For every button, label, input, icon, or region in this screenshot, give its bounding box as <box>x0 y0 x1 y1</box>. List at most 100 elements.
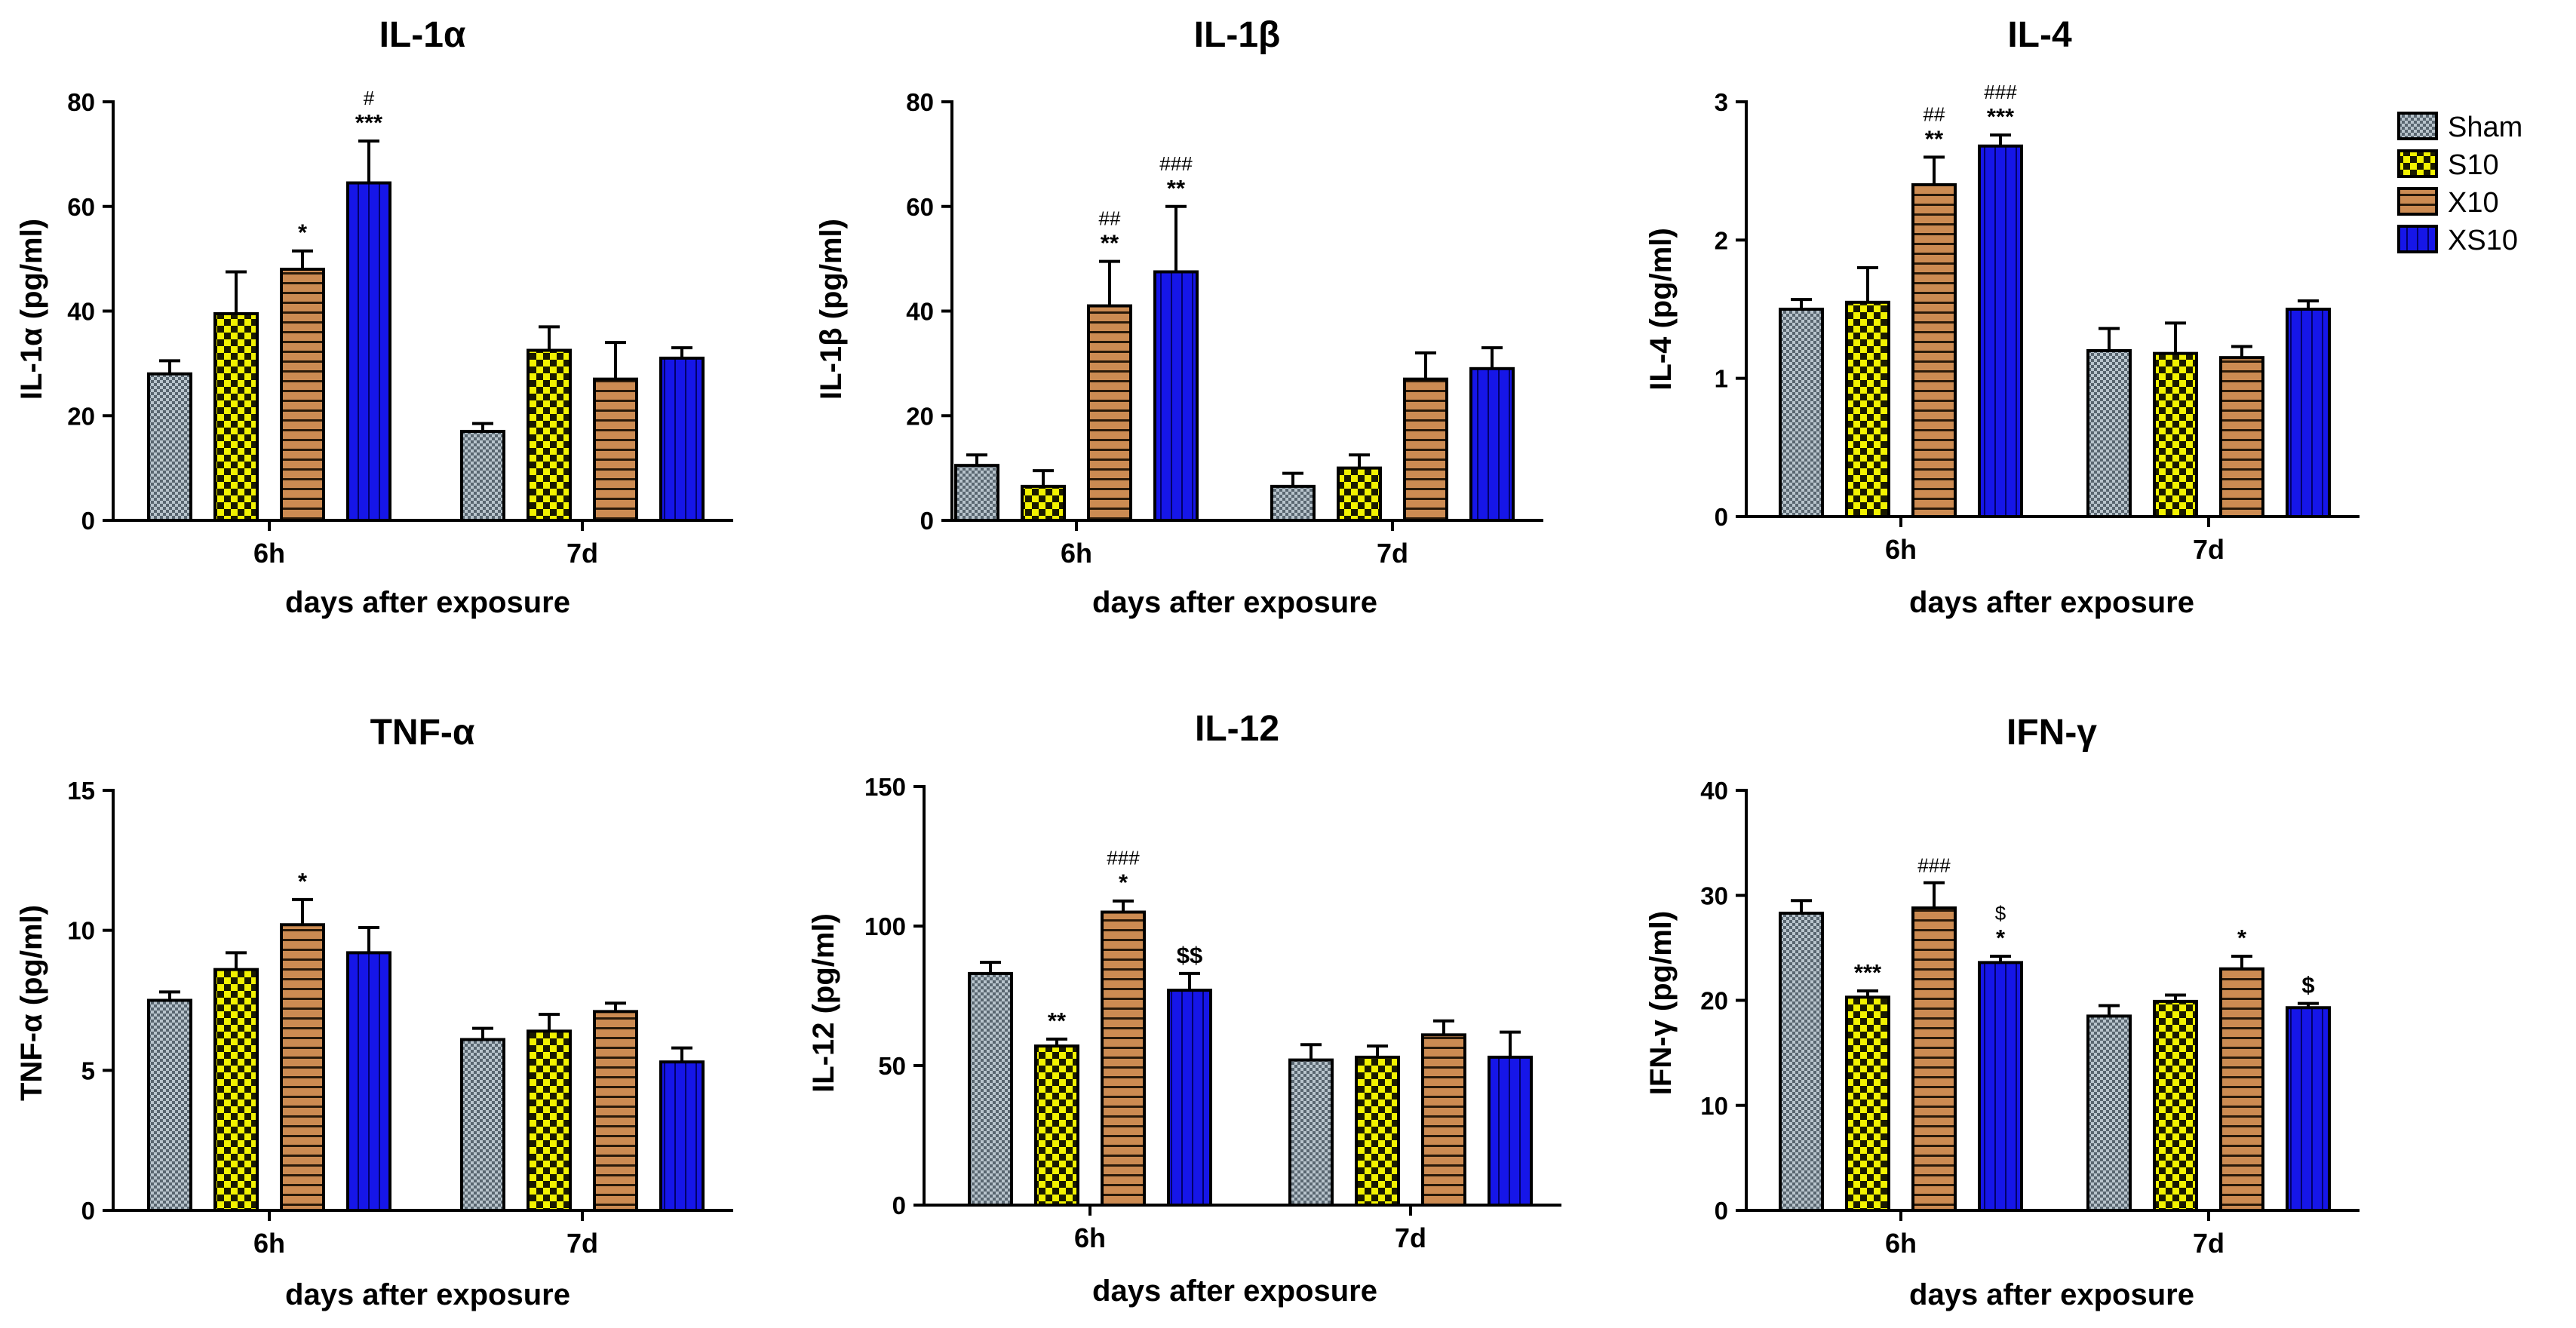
x-tick-label: 7d <box>566 538 598 569</box>
bar-sham-7d <box>2086 349 2132 518</box>
y-axis-label: IL-12 (pg/ml) <box>807 913 840 1093</box>
bar-x10-7d <box>1421 1033 1466 1207</box>
bar-s10-7d <box>2153 999 2198 1212</box>
legend-swatch-x10 <box>2397 187 2438 216</box>
panel-tnfa: TNF-α TNF-α (pg/ml) days after exposure … <box>15 713 733 1311</box>
y-tick-label: 15 <box>67 777 95 805</box>
y-tick-label: 40 <box>1700 777 1728 805</box>
y-tick-label: 0 <box>81 1197 95 1225</box>
y-tick-label: 3 <box>1715 88 1728 116</box>
bar-s10-6h <box>1034 1044 1079 1207</box>
bar-sham-7d <box>1288 1058 1334 1207</box>
legend-swatch-sham <box>2397 112 2438 140</box>
y-tick-label: 60 <box>906 193 934 221</box>
significance-marker-secondary: ### <box>1917 854 1951 877</box>
bar-s10-6h <box>213 968 259 1212</box>
bar-x10-7d <box>593 1010 638 1213</box>
y-axis-label: IFN-γ (pg/ml) <box>1644 911 1678 1095</box>
bar-xs10-6h <box>1153 270 1199 522</box>
bar-x10-6h <box>280 923 325 1212</box>
bar-x10-6h <box>1087 304 1132 522</box>
panel-il1a: IL-1α IL-1α (pg/ml) days after exposure … <box>15 15 733 619</box>
chart-title: IL-12 <box>1195 709 1279 749</box>
bar-x10-7d <box>1403 377 1448 522</box>
significance-marker: * <box>2237 925 2247 951</box>
x-tick-label: 7d <box>1377 538 1408 569</box>
x-tick-label: 6h <box>1885 1228 1917 1259</box>
significance-marker: ** <box>1048 1008 1067 1034</box>
panel-il4: IL-4 IL-4 (pg/ml) days after exposure 0 1… <box>1644 15 2360 619</box>
y-tick-label: 10 <box>1700 1092 1728 1120</box>
bar-x10-6h <box>280 268 325 522</box>
panel-ifng: IFN-γ IFN-γ (pg/ml) days after exposure … <box>1644 713 2360 1311</box>
bar-sham-6h <box>954 464 999 522</box>
y-tick-label: 0 <box>81 507 95 535</box>
y-tick-label: 2 <box>1715 226 1728 254</box>
y-tick-label: 0 <box>1715 1197 1728 1225</box>
bar-xs10-6h <box>1978 144 2023 519</box>
x-tick-label: 7d <box>2193 534 2224 565</box>
x-tick-label: 7d <box>1395 1222 1426 1253</box>
bar-sham-6h <box>147 998 192 1212</box>
bar-xs10-7d <box>659 356 705 522</box>
x-tick-label: 6h <box>1885 534 1917 565</box>
y-tick-label: 1 <box>1715 365 1728 393</box>
bar-s10-6h <box>1021 484 1066 522</box>
y-tick-label: 20 <box>1700 987 1728 1015</box>
y-tick-label: 10 <box>67 917 95 945</box>
y-tick-label: 20 <box>906 402 934 430</box>
x-tick-label: 7d <box>566 1228 598 1259</box>
significance-marker: ** <box>1101 230 1119 256</box>
bar-sham-6h <box>147 372 192 522</box>
legend-label-sham: Sham <box>2448 112 2522 143</box>
bar-sham-7d <box>2086 1014 2132 1212</box>
x-axis-label: days after exposure <box>1909 1278 2194 1311</box>
chart-title: IL-1β <box>1194 15 1281 55</box>
panel-il12: IL-12 IL-12 (pg/ml) days after exposure … <box>807 709 1561 1308</box>
y-tick-label: 20 <box>67 402 95 430</box>
y-tick-label: 60 <box>67 193 95 221</box>
y-tick-label: 80 <box>67 88 95 116</box>
bar-s10-6h <box>213 311 259 522</box>
x-axis-label: days after exposure <box>285 586 570 619</box>
chart-title: IFN-γ <box>2006 713 2097 753</box>
x-tick-label: 6h <box>1074 1222 1106 1253</box>
x-tick-label: 6h <box>1061 538 1092 569</box>
y-tick-label: 30 <box>1700 882 1728 909</box>
significance-marker: *** <box>1854 959 1882 986</box>
significance-marker: $$ <box>1177 942 1202 968</box>
legend-item-sham: Sham <box>2397 112 2522 143</box>
legend-label-s10: S10 <box>2448 149 2499 181</box>
chart-title: TNF-α <box>370 713 475 753</box>
significance-marker: * <box>1996 925 2006 951</box>
legend-label-x10: X10 <box>2448 187 2499 219</box>
y-tick-label: 100 <box>864 912 906 940</box>
legend-item-x10: X10 <box>2397 187 2499 219</box>
bar-xs10-7d <box>659 1060 705 1213</box>
bar-xs10-7d <box>1488 1055 1533 1207</box>
x-tick-label: 6h <box>253 538 285 569</box>
y-axis-label: IL-1β (pg/ml) <box>815 219 848 400</box>
bar-s10-7d <box>2153 351 2198 518</box>
bar-xs10-7d <box>2286 1006 2331 1213</box>
x-tick-label: 7d <box>2193 1228 2224 1259</box>
significance-marker-secondary: ### <box>1107 847 1140 869</box>
significance-marker-secondary: ### <box>1984 81 2017 103</box>
x-axis-label: days after exposure <box>285 1278 570 1311</box>
bar-xs10-7d <box>1469 367 1515 522</box>
y-tick-label: 40 <box>67 298 95 326</box>
bar-x10-7d <box>593 377 638 522</box>
x-axis-label: days after exposure <box>1909 586 2194 619</box>
bar-x10-6h <box>1911 906 1957 1212</box>
y-tick-label: 0 <box>1715 503 1728 531</box>
bar-s10-6h <box>1845 300 1890 518</box>
bar-x10-6h <box>1911 183 1957 518</box>
y-tick-label: 5 <box>81 1057 95 1084</box>
y-tick-label: 40 <box>906 298 934 326</box>
significance-marker-secondary: # <box>364 87 375 109</box>
bar-sham-6h <box>1779 308 1824 518</box>
y-axis-label: IL-1α (pg/ml) <box>15 219 48 400</box>
y-axis-label: IL-4 (pg/ml) <box>1644 228 1678 391</box>
x-tick-label: 6h <box>253 1228 285 1259</box>
